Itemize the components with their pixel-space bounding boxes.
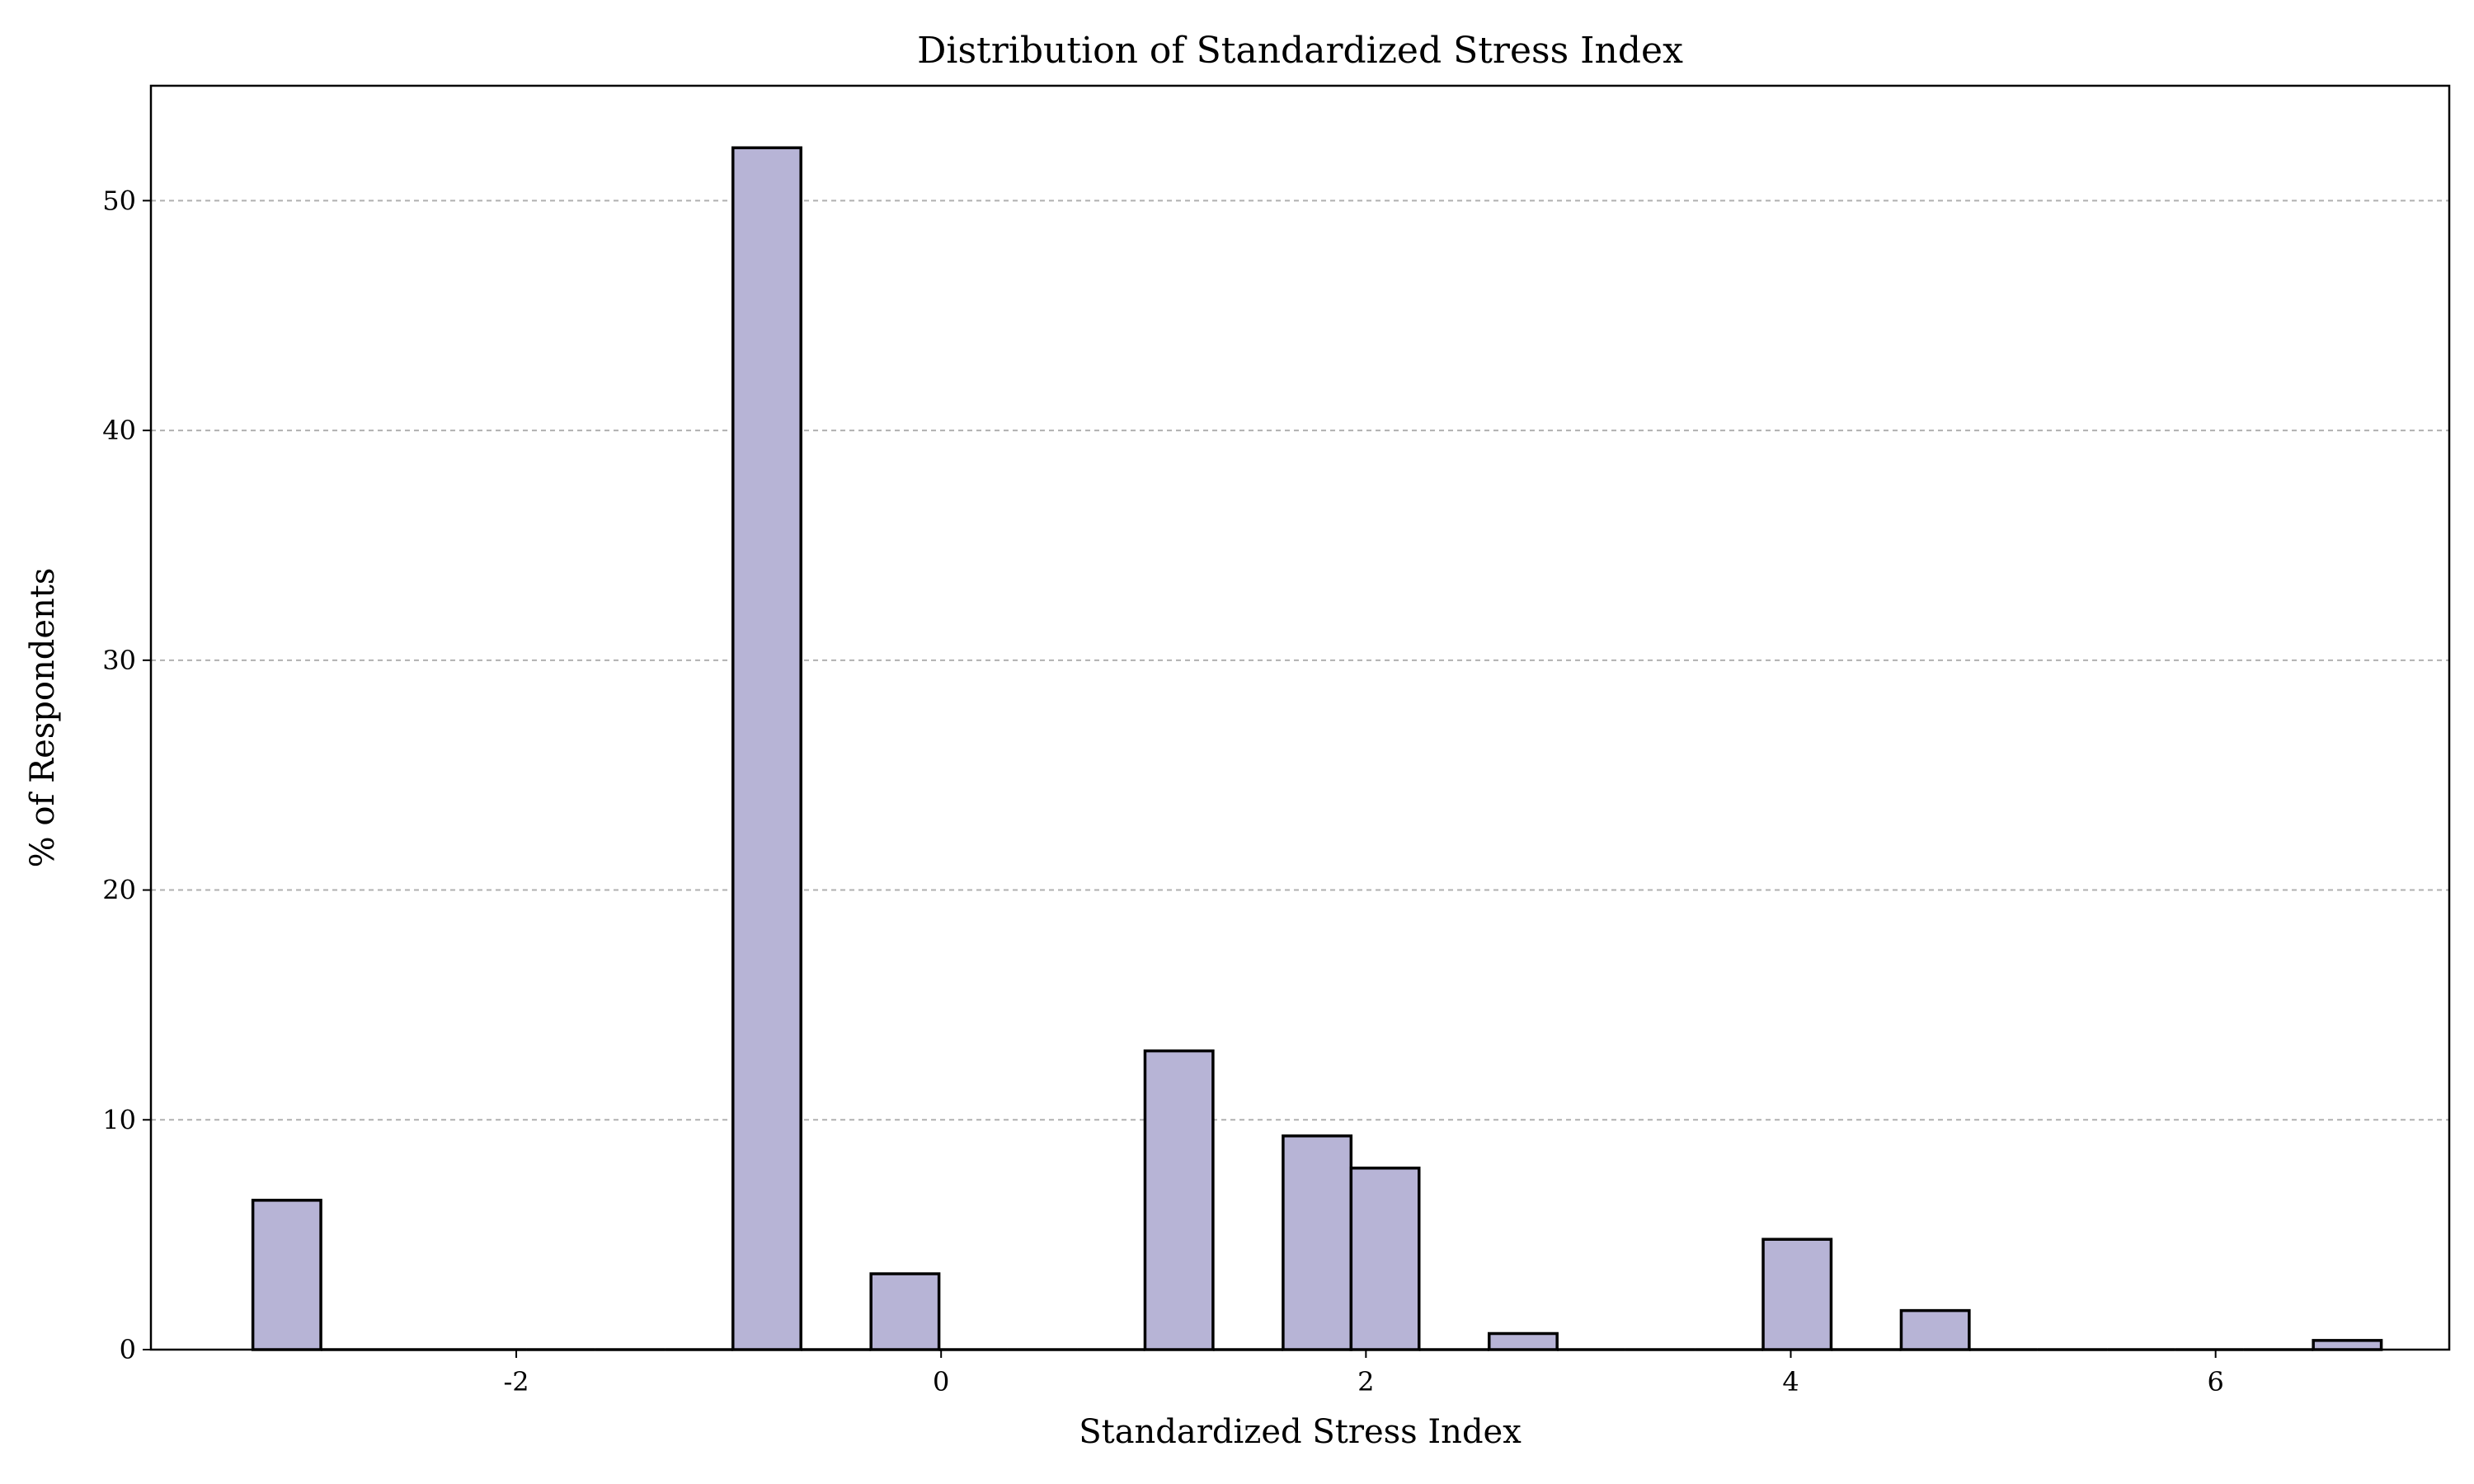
x-tick-label-4: 6: [2207, 1366, 2223, 1397]
histogram-bar-18: [1487, 1331, 1559, 1351]
y-axis-ticks: 0 10 20 30 40 50: [102, 185, 151, 1365]
y-tick-label-1: 10: [102, 1104, 136, 1135]
histogram-bar-22: [1761, 1237, 1833, 1351]
y-axis-label: % of Respondents: [24, 568, 62, 868]
grid-lines: [151, 200, 2449, 1121]
x-tick-label-3: 4: [1782, 1366, 1799, 1397]
y-tick-label-2: 20: [102, 875, 136, 906]
histogram-bar-0: [251, 1199, 322, 1351]
histogram-bar-13: [1143, 1049, 1215, 1351]
y-tick-label-0: 0: [120, 1334, 136, 1365]
chart-title: Distribution of Standardized Stress Inde…: [917, 30, 1683, 72]
y-tick-label-3: 30: [102, 645, 136, 676]
y-tick-label-4: 40: [102, 415, 136, 446]
histogram-bar-9: [869, 1272, 941, 1351]
x-tick-label-1: 0: [933, 1366, 949, 1397]
x-axis-ticks: -2 0 2 4 6: [503, 1350, 2224, 1397]
y-tick-label-5: 50: [102, 185, 136, 216]
x-tick-label-0: -2: [503, 1366, 529, 1397]
axes-frame: [149, 84, 2451, 1351]
x-axis-label: Standardized Stress Index: [1079, 1413, 1522, 1451]
histogram-bar-16: [1349, 1167, 1421, 1351]
histogram-bar-24: [1899, 1308, 1971, 1351]
x-tick-label-2: 2: [1357, 1366, 1374, 1397]
histogram-bar-7: [731, 146, 802, 1351]
histogram-bar-15: [1282, 1134, 1353, 1351]
histogram-bar-30: [2312, 1339, 2383, 1351]
histogram-bars: [251, 146, 2383, 1351]
